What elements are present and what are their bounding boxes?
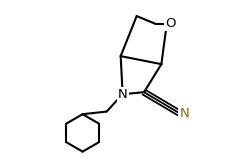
Text: O: O [165,17,176,30]
Text: N: N [118,88,127,101]
Text: N: N [180,107,189,120]
